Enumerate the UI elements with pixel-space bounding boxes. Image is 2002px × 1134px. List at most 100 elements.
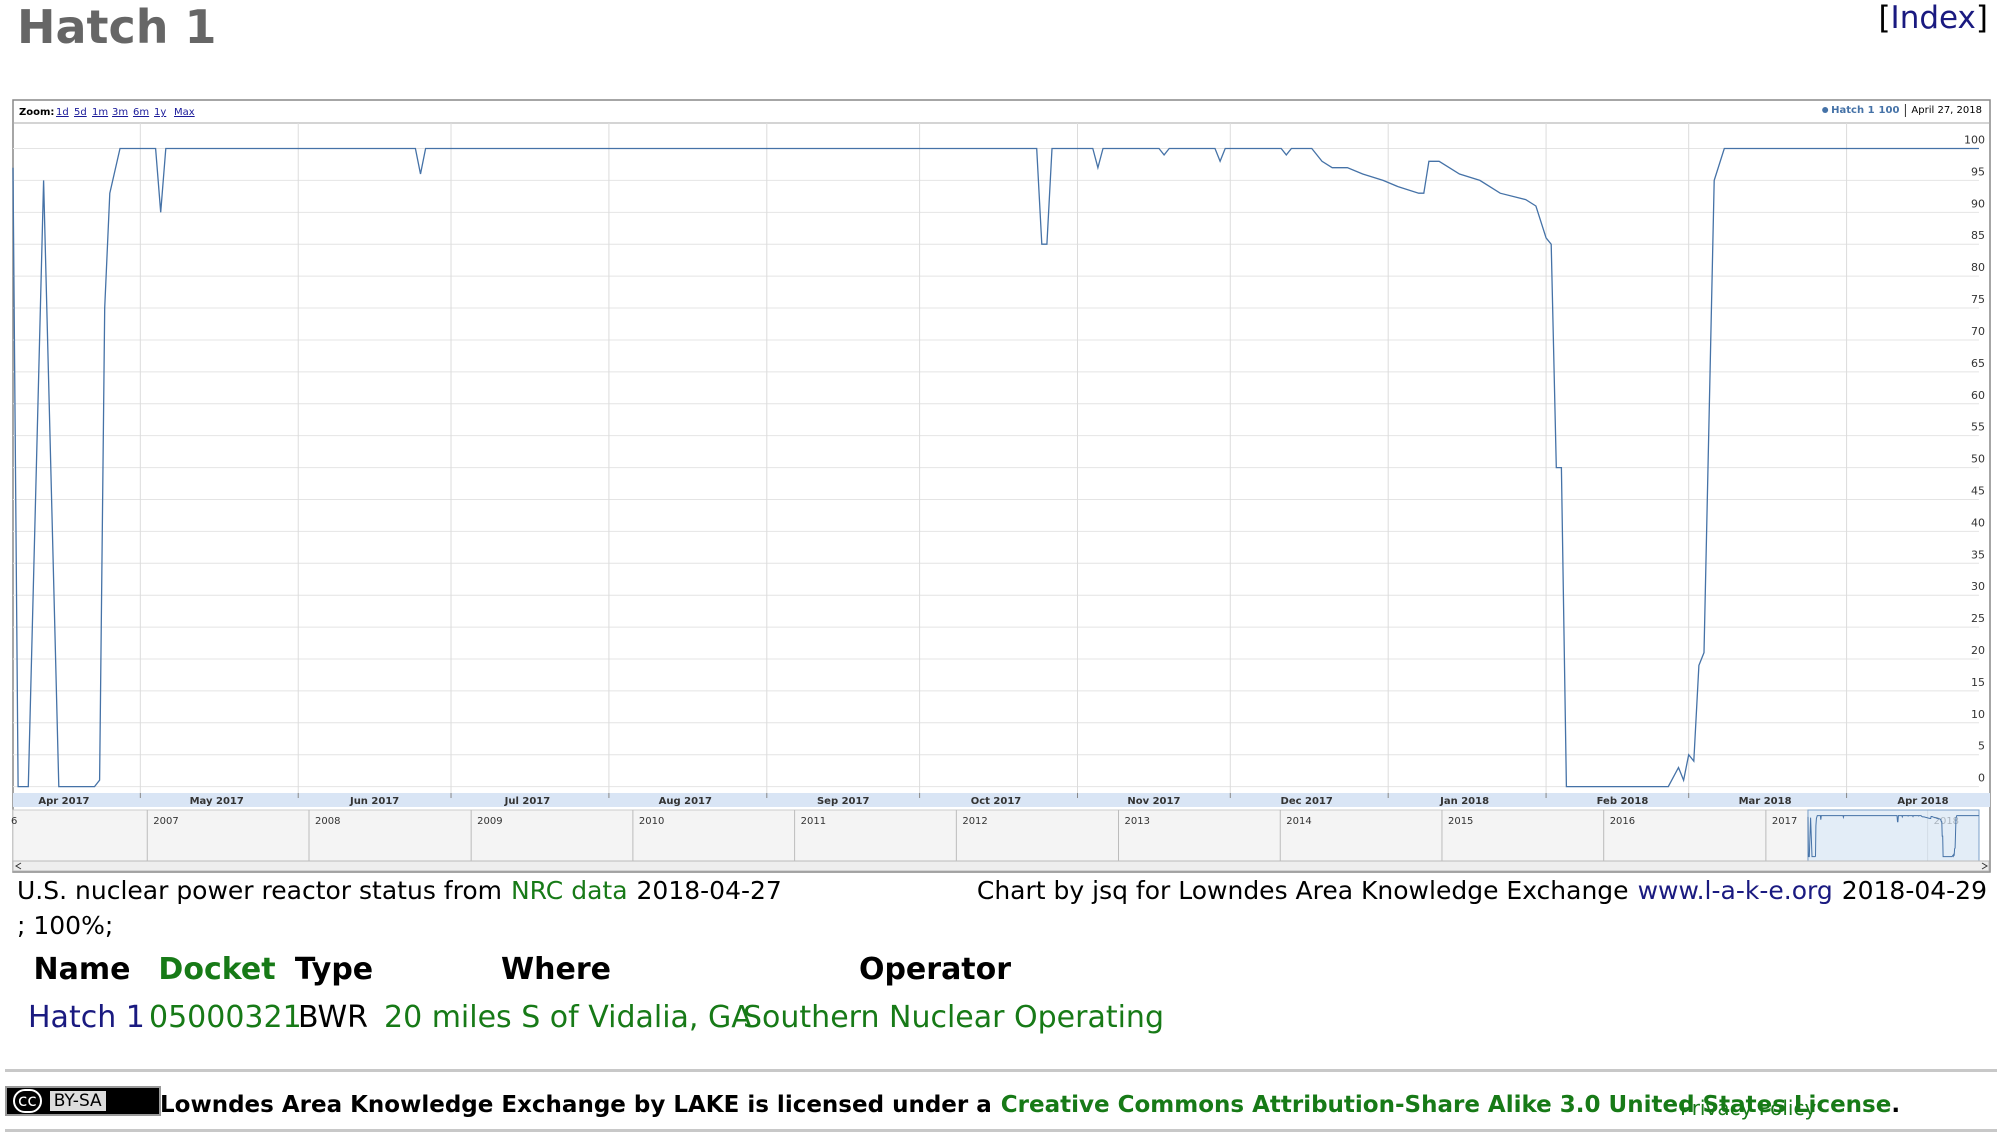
y-tick-label: 45: [1971, 484, 1985, 497]
x-tick-label: Jul 2017: [504, 796, 551, 807]
table-cell[interactable]: 05000321: [149, 1000, 302, 1035]
page-title: Hatch 1: [17, 0, 217, 54]
caption-right: Chart by jsq for Lowndes Area Knowledge …: [977, 876, 1987, 905]
chart-frame: [12, 99, 1991, 873]
index-link[interactable]: Index: [1890, 0, 1976, 36]
license-link[interactable]: Creative Commons Attribution-Share Alike…: [1000, 1092, 1892, 1118]
navigator-label: 6: [11, 816, 17, 827]
navigator-label: 2014: [1286, 816, 1311, 827]
y-tick-label: 0: [1978, 772, 1985, 785]
x-tick-label: Nov 2017: [1127, 796, 1180, 807]
navigator-label: 2008: [315, 816, 340, 827]
scrollbar: [12, 860, 1990, 872]
zoom-button[interactable]: 1d: [56, 107, 69, 118]
badge-by-sa: BY-SA: [49, 1091, 106, 1111]
lake-link[interactable]: www.l-a-k-e.org: [1637, 876, 1833, 905]
table-header[interactable]: Docket: [158, 952, 276, 987]
period: .: [1891, 1092, 1901, 1118]
caption-text: U.S. nuclear power reactor status from: [17, 876, 502, 905]
y-tick-label: 55: [1971, 421, 1985, 434]
zoom-button[interactable]: 1m: [92, 107, 108, 118]
table-cell[interactable]: Southern Nuclear Operating: [743, 1000, 1164, 1035]
navigator-label: 2010: [639, 816, 664, 827]
bracket: ]: [1975, 0, 1988, 36]
y-tick-label: 65: [1971, 357, 1985, 370]
y-tick-label: 15: [1971, 676, 1985, 689]
badge-cc: cc: [13, 1089, 42, 1113]
x-tick-label: Jan 2018: [1439, 796, 1489, 807]
zoom-button[interactable]: Max: [174, 107, 195, 118]
y-tick-label: 25: [1971, 612, 1985, 625]
table-header: Where: [501, 952, 611, 987]
x-tick-label: May 2017: [190, 796, 244, 807]
y-tick-label: 50: [1971, 453, 1985, 466]
navigator-label: 2009: [477, 816, 502, 827]
x-tick-label: Jun 2017: [349, 796, 399, 807]
legend-entry: Hatch 1: [1831, 105, 1874, 116]
caption-left: U.S. nuclear power reactor status from NR…: [17, 876, 782, 905]
nrc-link[interactable]: NRC data: [510, 876, 628, 905]
license-line: Lowndes Area Knowledge Exchange by LAKE …: [160, 1092, 1900, 1118]
y-tick-label: 20: [1971, 644, 1985, 657]
zoom-button[interactable]: 6m: [133, 107, 149, 118]
table-header: Operator: [858, 952, 1012, 987]
x-tick-label: Mar 2018: [1739, 796, 1792, 807]
series-line: [12, 147, 1979, 788]
y-tick-label: 10: [1971, 708, 1985, 721]
x-tick-label: Apr 2017: [38, 796, 89, 807]
x-tick-label: Oct 2017: [971, 796, 1022, 807]
bracket: [: [1878, 0, 1891, 36]
caption-date: 2018-04-27: [636, 876, 782, 905]
navigator-label: 2015: [1448, 816, 1473, 827]
navigator-line: [1807, 815, 1979, 858]
cc-badge[interactable]: cc BY-SA: [5, 1086, 161, 1116]
legend-value: 100: [1879, 105, 1900, 116]
chart: Zoom: 1d 5d 1m 3m 6m 1y Max April 27, 2018100Hat…: [11, 99, 1991, 873]
caption-text: Chart by jsq for Lowndes Area Knowledge …: [976, 876, 1629, 905]
x-tick-label: Aug 2017: [659, 796, 712, 807]
navigator-bg: [12, 809, 1980, 862]
y-tick-label: 100: [1964, 134, 1985, 147]
zoom-button[interactable]: 1y: [154, 107, 166, 118]
zoom-button[interactable]: 3m: [112, 107, 128, 118]
x-tick-label: Apr 2018: [1897, 796, 1948, 807]
zoom-label: Zoom:: [19, 107, 54, 118]
status-text: ; 100%;: [17, 911, 114, 940]
divider: [5, 1129, 1997, 1132]
y-tick-label: 60: [1971, 389, 1985, 402]
index-nav: [Index]: [1878, 0, 1988, 36]
x-tick-label: Sep 2017: [817, 796, 869, 807]
privacy-link[interactable]: Privacy Policy: [1680, 1096, 1817, 1120]
table-cell[interactable]: Hatch 1: [28, 1000, 145, 1035]
license-text: Lowndes Area Knowledge Exchange by LAKE …: [160, 1092, 992, 1118]
y-tick-label: 95: [1971, 165, 1985, 178]
navigator-label: 2007: [153, 816, 178, 827]
table-cell[interactable]: 20 miles S of Vidalia, GA: [384, 1000, 752, 1035]
navigator-label: 2016: [1610, 816, 1635, 827]
y-tick-label: 5: [1978, 740, 1985, 753]
navigator-selection: [1807, 809, 1980, 862]
divider: [5, 1069, 1997, 1072]
y-tick-label: 80: [1971, 261, 1985, 274]
y-tick-label: 35: [1971, 548, 1985, 561]
y-tick-label: 30: [1971, 580, 1985, 593]
navigator-label: 2012: [962, 816, 987, 827]
zoom-button[interactable]: 5d: [74, 107, 87, 118]
table-header: Type: [294, 952, 374, 987]
y-tick-label: 85: [1971, 229, 1985, 242]
navigator-label: 2013: [1125, 816, 1150, 827]
navigator-label: 2011: [801, 816, 826, 827]
y-tick-label: 75: [1971, 293, 1985, 306]
caption-date: 2018-04-29: [1841, 876, 1987, 905]
scroll-right: [1981, 862, 1988, 870]
legend-date: April 27, 2018: [1911, 105, 1982, 116]
x-tick-label: Feb 2018: [1597, 796, 1649, 807]
table-header: Name: [33, 952, 131, 987]
scroll-left: [15, 862, 22, 870]
x-tick-label: Dec 2017: [1281, 796, 1333, 807]
y-tick-label: 40: [1971, 516, 1985, 529]
y-tick-label: 90: [1971, 197, 1985, 210]
table-cell: BWR: [298, 1000, 369, 1035]
legend-marker: [1822, 107, 1829, 113]
